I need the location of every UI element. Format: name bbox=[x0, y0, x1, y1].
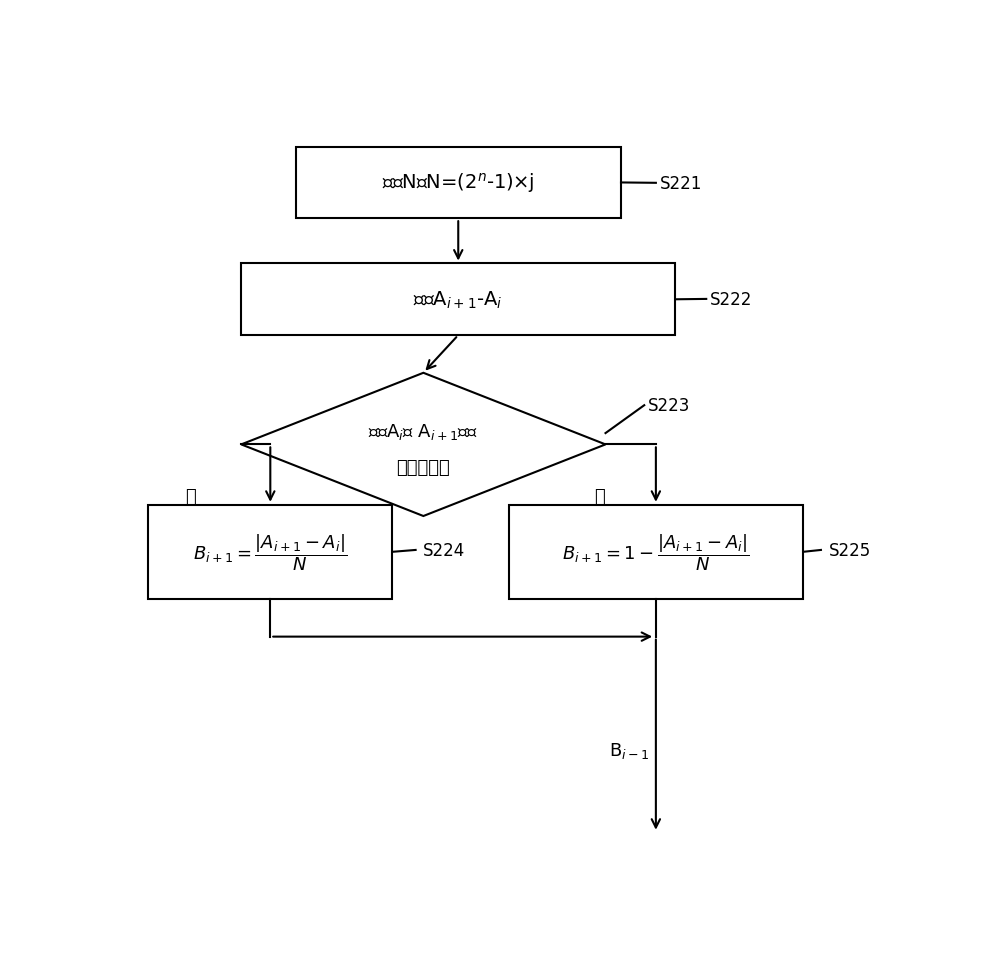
Text: 否: 否 bbox=[594, 487, 605, 506]
Text: S222: S222 bbox=[710, 290, 753, 309]
Text: S224: S224 bbox=[423, 542, 466, 559]
Text: S225: S225 bbox=[829, 542, 871, 559]
Text: B$_{i-1}$: B$_{i-1}$ bbox=[609, 740, 650, 760]
Text: 性是否相同: 性是否相同 bbox=[396, 459, 450, 476]
Text: $B_{i+1}=\dfrac{|A_{i+1}-A_i|}{N}$: $B_{i+1}=\dfrac{|A_{i+1}-A_i|}{N}$ bbox=[193, 532, 347, 572]
Text: 计算N，N=(2$^n$-1)×j: 计算N，N=(2$^n$-1)×j bbox=[382, 171, 534, 196]
Bar bbox=[509, 506, 803, 600]
Text: 是: 是 bbox=[186, 487, 196, 506]
Text: $B_{i+1}=1-\dfrac{|A_{i+1}-A_i|}{N}$: $B_{i+1}=1-\dfrac{|A_{i+1}-A_i|}{N}$ bbox=[562, 532, 750, 572]
Text: 计算A$_{i+1}$-A$_i$: 计算A$_{i+1}$-A$_i$ bbox=[413, 289, 503, 311]
Polygon shape bbox=[241, 374, 606, 516]
Text: S223: S223 bbox=[648, 397, 690, 415]
Bar bbox=[241, 264, 675, 335]
Bar bbox=[296, 148, 621, 219]
Text: S221: S221 bbox=[660, 175, 702, 193]
Bar bbox=[148, 506, 392, 600]
Text: 判断A$_i$、 A$_{i+1}$正负: 判断A$_i$、 A$_{i+1}$正负 bbox=[368, 422, 478, 441]
